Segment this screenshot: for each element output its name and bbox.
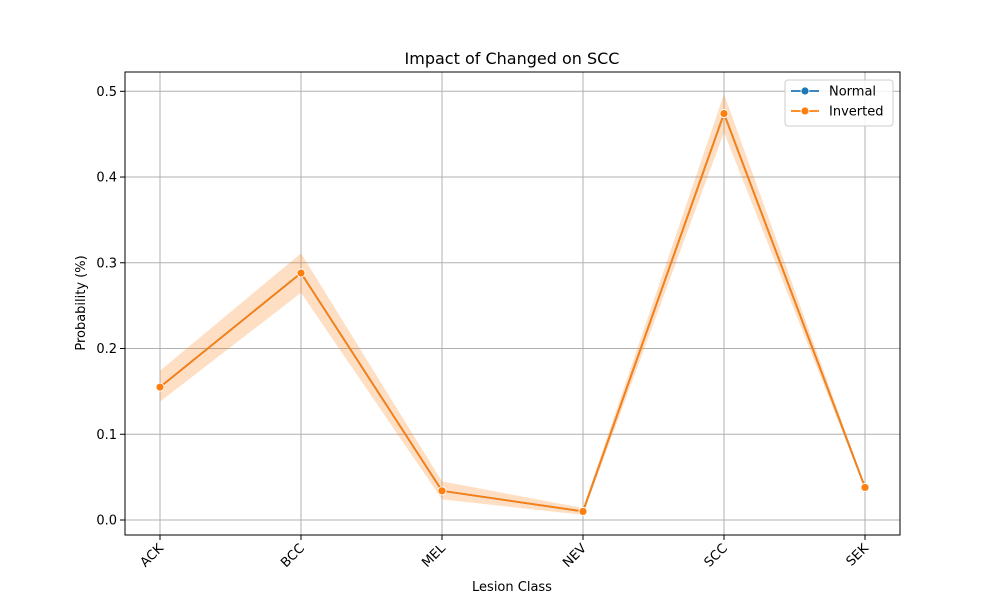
series-lines xyxy=(159,110,866,513)
legend-marker-inverted xyxy=(800,106,810,116)
x-axis-title: Lesion Class xyxy=(472,580,552,595)
confidence-bands xyxy=(160,93,865,515)
y-tick-label: 0.4 xyxy=(96,171,117,186)
y-tick-label: 0.5 xyxy=(96,85,117,100)
legend-label-normal: Normal xyxy=(829,85,876,100)
legend: Normal Inverted xyxy=(784,79,894,127)
data-point-inverted xyxy=(719,109,729,118)
chart-title: Impact of Changed on SCC xyxy=(405,49,620,68)
data-point-inverted xyxy=(860,483,870,492)
data-point-inverted xyxy=(578,507,588,516)
legend-marker-normal xyxy=(800,86,810,96)
series-line-inverted xyxy=(159,110,866,513)
y-tick-label: 0.3 xyxy=(96,256,117,271)
grid-lines xyxy=(125,72,900,535)
confidence-band-inverted xyxy=(160,93,865,515)
legend-label-inverted: Inverted xyxy=(829,105,883,120)
plot-frame xyxy=(124,71,901,536)
data-point-inverted xyxy=(296,268,306,278)
y-tick-label: 0.2 xyxy=(96,342,117,357)
data-point-inverted xyxy=(155,382,165,392)
y-axis-ticks: 0.0 0.1 0.2 0.3 0.4 0.5 xyxy=(96,85,125,528)
y-tick-label: 0.1 xyxy=(96,428,117,443)
y-tick-label: 0.0 xyxy=(96,513,117,528)
y-axis-title: Probability (%) xyxy=(74,255,89,350)
data-point-inverted xyxy=(437,486,447,496)
series-points xyxy=(155,109,870,516)
